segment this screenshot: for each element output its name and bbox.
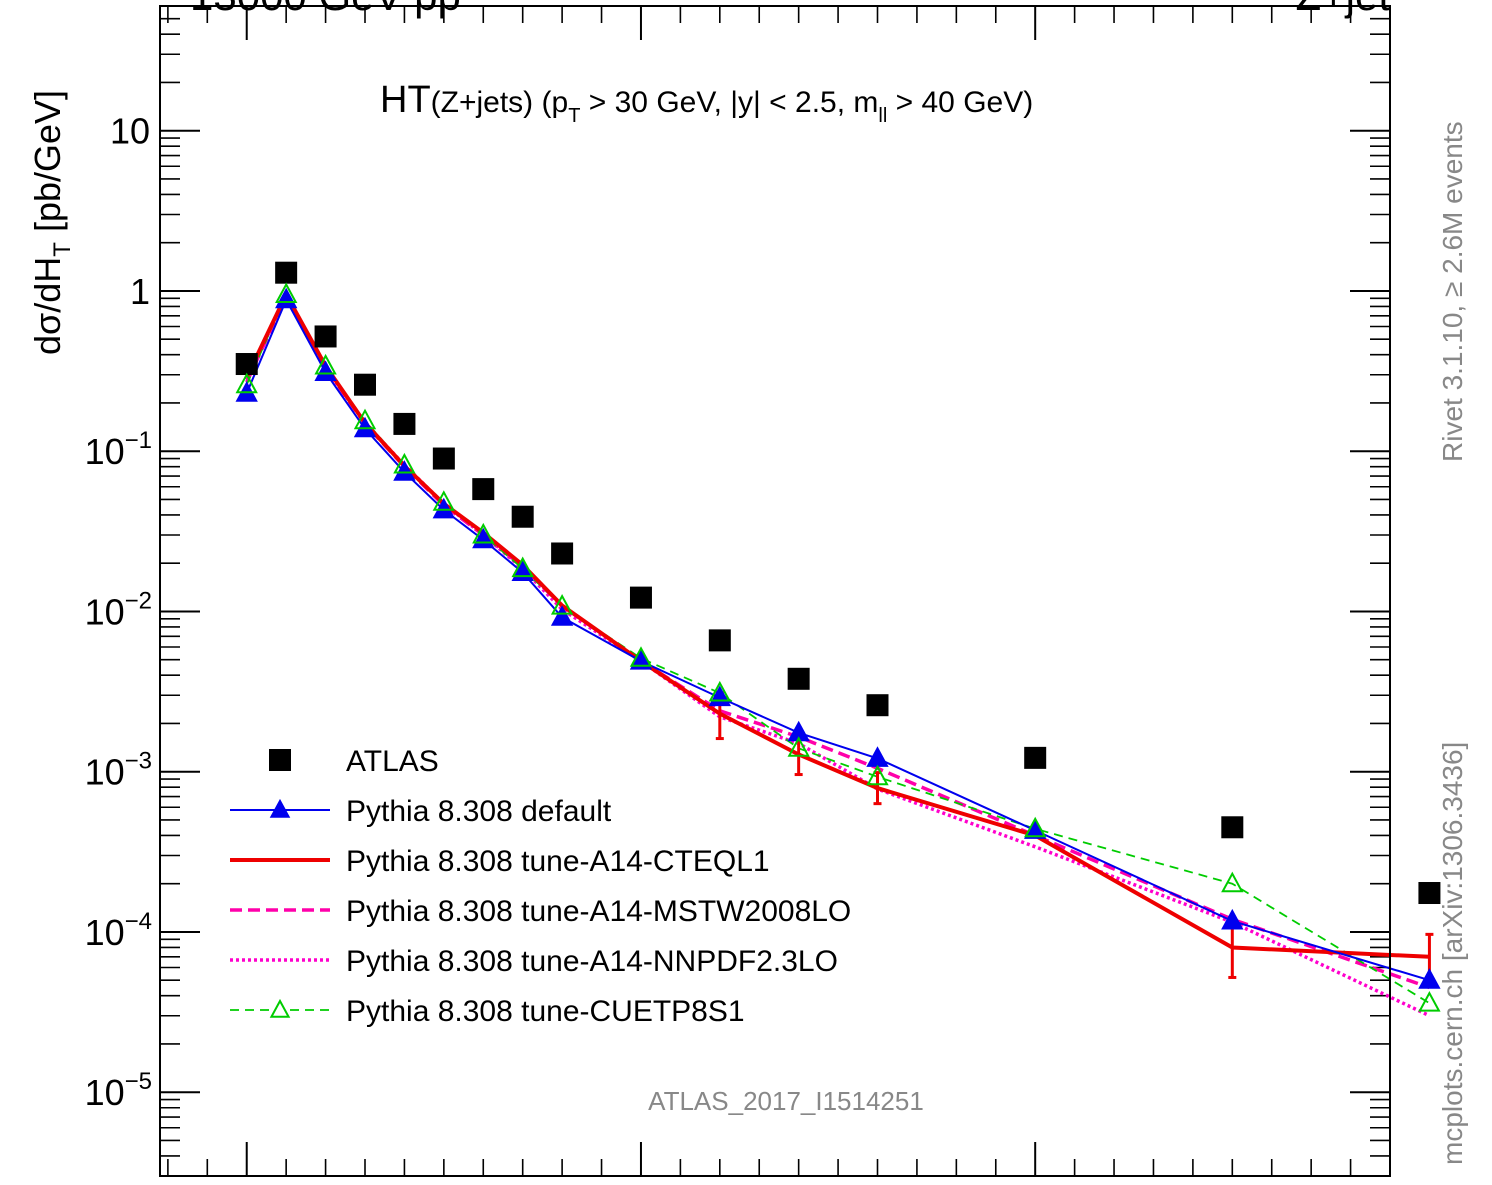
marker-default [314,360,337,381]
legend-marker [269,998,291,1018]
y-tick-label: 1 [130,271,150,312]
legend-item: Pythia 8.308 default [230,795,612,828]
header-right-text: Z+jet [1295,0,1390,19]
data-point-atlas [866,694,889,717]
marker-cuetp8s1 [275,282,298,303]
y-tick-label: 10−4 [85,908,152,953]
mcplots-label: mcplots.cern.ch [arXiv:1306.3436] [1437,742,1468,1165]
marker-cuetp8s1 [629,646,653,667]
legend-label: Pythia 8.308 tune-A14-MSTW2008LO [346,895,851,928]
y-tick-label: 10−1 [85,427,152,472]
data-point-atlas [708,629,731,652]
chart-title-cuts-a-sub: T [568,105,580,127]
y-axis-label: dσ/dHT [pb/GeV] [27,90,76,355]
marker-cuetp8s1 [472,522,495,544]
chart-title-cuts-c: > 40 GeV) [887,86,1033,119]
data-point-atlas [1418,882,1441,905]
y-tick-label: 10 [110,111,150,152]
data-point-atlas [1024,746,1047,769]
legend-item: Pythia 8.308 tune-A14-NNPDF2.3LO [230,945,838,978]
data-point-atlas [511,505,534,528]
y-axis-label-sub: T [49,242,76,257]
legend-item: Pythia 8.308 tune-A14-MSTW2008LO [230,895,851,928]
y-axis-label-unit: [pb/GeV] [27,90,68,242]
data-point-atlas [551,542,574,565]
series-line-1 [245,297,1430,982]
marker-default [629,649,653,670]
marker-cuetp8s1 [550,594,574,615]
legend-marker [269,798,291,818]
y-tick-label: 10−2 [85,587,152,632]
data-point-atlas [314,325,337,348]
legend-item: ATLAS [269,745,439,778]
data-point-atlas [472,478,495,501]
marker-cuetp8s1 [866,764,889,786]
legend-label: Pythia 8.308 tune-CUETP8S1 [346,995,745,1028]
marker-cuetp8s1 [235,372,258,394]
legend-label: Pythia 8.308 tune-A14-NNPDF2.3LO [346,945,838,978]
legend-label: ATLAS [346,745,439,778]
marker-cuetp8s1 [314,353,337,375]
legend-item: Pythia 8.308 tune-A14-CTEQL1 [230,845,770,878]
marker-cuetp8s1 [511,556,534,578]
legend-label: Pythia 8.308 default [346,795,612,828]
marker-cuetp8s1 [708,680,731,702]
rivet-label: Rivet 3.1.10, ≥ 2.6M events [1437,121,1468,462]
marker-cuetp8s1 [353,408,377,430]
marker-default [1221,908,1244,930]
chart-title: HT(Z+jets) (pT > 30 GeV, |y| < 2.5, mll … [380,79,1033,127]
data-point-atlas [432,447,455,470]
marker-cuetp8s1 [393,452,416,474]
data-point-atlas [393,412,416,435]
data-point-atlas [354,373,376,396]
marker-default [393,460,416,481]
marker-default [432,497,455,519]
y-tick-label: 10−3 [85,748,152,793]
series-line-4 [245,292,1431,1018]
marker-default [1418,968,1441,989]
data-point-atlas [235,353,258,376]
legend-label: Pythia 8.308 tune-A14-CTEQL1 [346,845,770,878]
series-line-3 [245,292,1430,990]
axes-layer: 10 1 10−1 10−2 10−3 10−4 10−5 [85,5,1391,1177]
series-layer [235,261,1441,1018]
marker-default [550,605,574,626]
legend-item: Pythia 8.308 tune-CUETP8S1 [230,995,745,1028]
y-axis-label-main: dσ/dH [27,257,68,355]
marker-cuetp8s1 [432,490,455,511]
y-tick-label: 10−5 [85,1068,152,1113]
chart-title-paren: (Z+jets) [431,86,534,119]
series-line-2 [244,290,1430,959]
marker-cuetp8s1 [1024,816,1047,838]
marker-cuetp8s1 [1221,871,1244,893]
chart-title-cuts-a: (p [542,86,569,119]
marker-cuetp8s1 [787,736,810,757]
marker-cuetp8s1 [1418,991,1441,1012]
data-point-atlas [1221,816,1244,839]
chart-title-main: HT [380,79,431,121]
chart-title-cuts-b-sub: ll [878,105,887,127]
plot-frame [159,5,1391,1177]
data-point-atlas [787,667,810,690]
legend: ATLAS Pythia 8.308 default Pythia 8.308 tu… [230,745,851,1028]
analysis-watermark: ATLAS_2017_I1514251 [648,1086,924,1116]
legend-swatch-square [269,749,291,771]
chart-title-cuts-b: > 30 GeV, |y| < 2.5, m [580,86,878,119]
data-point-atlas [629,586,652,609]
data-point-atlas [275,261,298,284]
